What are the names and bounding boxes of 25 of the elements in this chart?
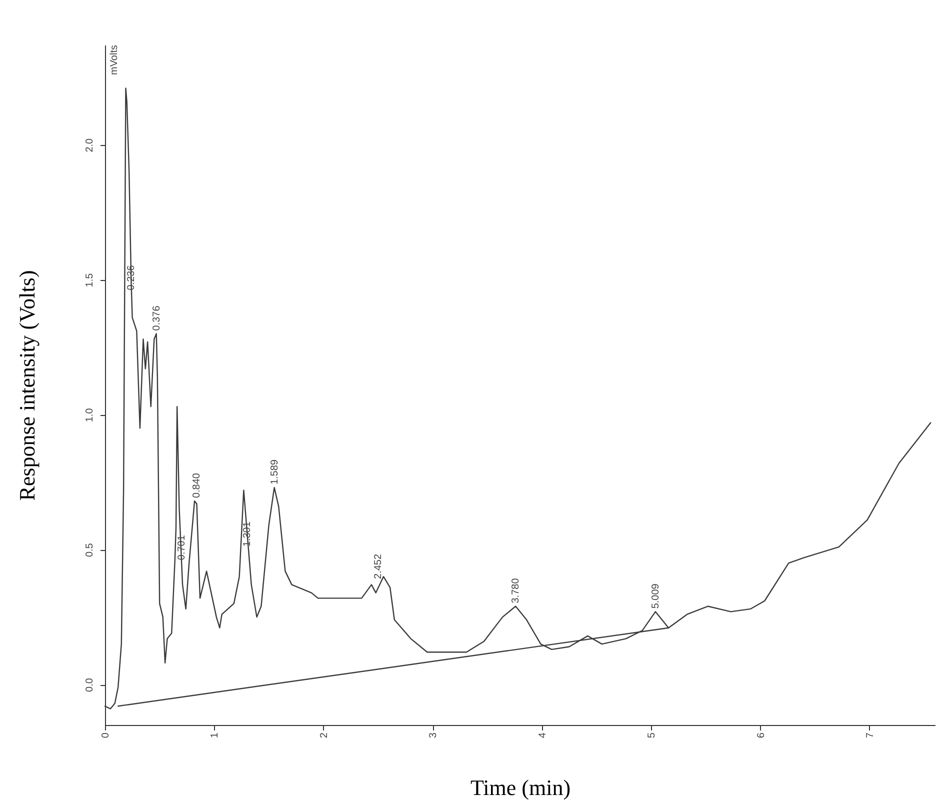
y-axis-title: Response intensity (Volts) — [14, 270, 40, 501]
x-tick-label: 2 — [318, 732, 330, 738]
annotation: 3.780 — [510, 578, 522, 604]
x-tick-label: 1 — [210, 732, 221, 738]
x-tick-label: 6 — [756, 732, 767, 738]
y-tick-label: 2.0 — [84, 138, 96, 152]
x-tick-label: 7 — [864, 732, 876, 738]
y-tick-label: 0.0 — [84, 678, 96, 692]
annotation: mVolts — [109, 45, 120, 76]
x-tick-label: 3 — [428, 732, 440, 738]
x-tick-label: 4 — [537, 732, 548, 738]
y-tick-label: 1.0 — [84, 408, 96, 422]
annotation: 5.009 — [650, 583, 662, 609]
x-tick-label: 0 — [100, 732, 112, 738]
x-tick-label: 5 — [646, 732, 658, 738]
y-tick-label: 0.5 — [84, 542, 96, 558]
annotation: 0.701 — [176, 534, 188, 560]
annotation: 1.301 — [242, 521, 254, 547]
annotation: 2.452 — [373, 554, 384, 579]
x-axis-title: Time (min) — [470, 775, 571, 800]
annotation: 0.376 — [151, 305, 162, 331]
y-tick-label: 1.5 — [84, 272, 96, 288]
annotation: 0.840 — [192, 472, 203, 498]
annotation: 1.589 — [269, 459, 280, 485]
annotation: 0.236 — [126, 264, 137, 290]
